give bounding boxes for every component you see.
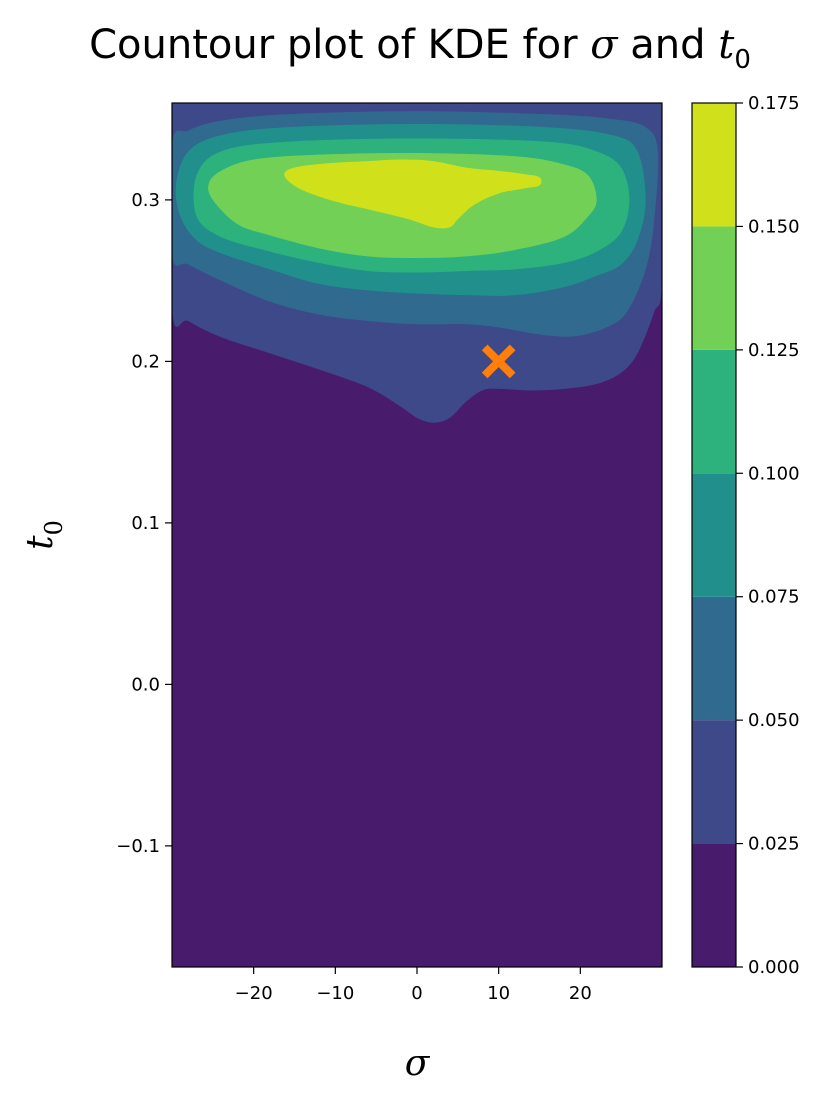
title-connector: and	[618, 22, 719, 68]
plot-area	[171, 102, 663, 968]
x-axis-label: σ	[405, 1043, 431, 1084]
colorbar-segment	[692, 226, 736, 350]
colorbar-tick-label: 0.175	[748, 93, 800, 114]
contour-level-0.15	[284, 159, 542, 229]
y-tick-label: 0.1	[131, 513, 160, 534]
y-axis-label-symbol: t	[20, 535, 61, 550]
y-tick-label: 0.2	[131, 351, 160, 372]
colorbar-tick-label: 0.000	[748, 957, 800, 978]
marker-x	[481, 344, 516, 379]
x-tick-label: 0	[411, 983, 422, 1004]
colorbar-segment	[692, 103, 736, 227]
contour-levels	[172, 103, 662, 423]
y-tick-label: −0.1	[116, 836, 160, 857]
colorbar-tick-label: 0.125	[748, 340, 800, 361]
colorbar-tick-label: 0.075	[748, 587, 800, 608]
x-tick-label: 10	[487, 983, 510, 1004]
colorbar-tick-label: 0.025	[748, 834, 800, 855]
colorbar-frame	[691, 102, 737, 968]
colorbar-segment	[692, 596, 736, 721]
colorbar-tick-label: 0.150	[748, 216, 800, 237]
x-tick-label: −10	[316, 983, 354, 1004]
title-symbol-t: t	[718, 22, 735, 68]
x-tick-label: 20	[569, 983, 592, 1004]
colorbar-tick-label: 0.100	[748, 463, 800, 484]
y-axis: −0.1 0.0 0.1 0.2 0.3	[116, 190, 172, 857]
title-text: Countour plot of KDE for	[89, 22, 590, 68]
title-subscript: 0	[734, 45, 751, 75]
chart-title: Countour plot of KDE for σ and t0	[89, 22, 751, 75]
y-tick-label: 0.0	[131, 674, 160, 695]
colorbar: 0.000 0.025 0.050 0.075 0.100 0.125 0.150 0.175	[691, 93, 800, 978]
colorbar-segment	[692, 720, 736, 844]
colorbar-tick-label: 0.050	[748, 710, 800, 731]
colorbar-segment	[692, 473, 736, 597]
title-symbol-sigma: σ	[590, 22, 619, 68]
y-tick-label: 0.3	[131, 190, 160, 211]
colorbar-segment	[692, 843, 736, 967]
x-axis: −20 −10 0 10 20	[235, 967, 592, 1004]
y-axis-label: t0	[20, 520, 68, 550]
x-tick-label: −20	[235, 983, 273, 1004]
y-axis-label-subscript: 0	[40, 520, 68, 535]
colorbar-segment	[692, 349, 736, 474]
